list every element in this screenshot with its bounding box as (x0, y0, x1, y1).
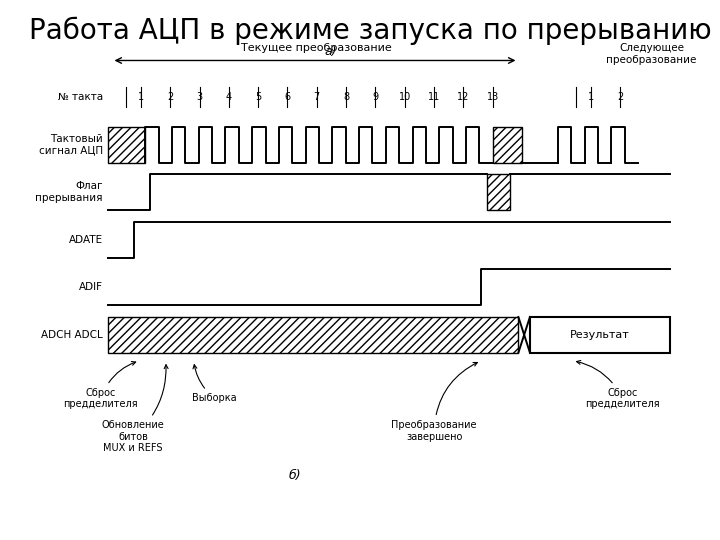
Text: № такта: № такта (58, 92, 103, 102)
Text: Тактовый
сигнал АЦП: Тактовый сигнал АЦП (39, 134, 103, 156)
Text: Флаг
прерывания: Флаг прерывания (35, 181, 103, 203)
Text: 10: 10 (399, 92, 411, 102)
Text: 5: 5 (255, 92, 261, 102)
Text: Сброс
предделителя: Сброс предделителя (577, 361, 660, 409)
Text: 8: 8 (343, 92, 349, 102)
Text: б): б) (289, 469, 302, 482)
Text: Сброс
предделителя: Сброс предделителя (63, 362, 138, 409)
Text: Текущее преобразование: Текущее преобразование (241, 43, 392, 53)
Text: ADIF: ADIF (79, 282, 103, 292)
Text: Обновление
битов
MUX и REFS: Обновление битов MUX и REFS (102, 364, 168, 453)
Text: Работа АЦП в режиме запуска по прерыванию: Работа АЦП в режиме запуска по прерывани… (29, 16, 711, 45)
Text: 6: 6 (284, 92, 291, 102)
Text: Следующее
преобразование: Следующее преобразование (606, 43, 697, 65)
Text: ADATE: ADATE (69, 235, 103, 245)
Text: а): а) (325, 45, 338, 58)
Text: 9: 9 (372, 92, 379, 102)
Text: 13: 13 (487, 92, 499, 102)
Text: Выборка: Выборка (192, 364, 236, 403)
Text: 1: 1 (588, 92, 594, 102)
Text: 11: 11 (428, 92, 440, 102)
Text: 3: 3 (197, 92, 202, 102)
Text: Преобразование
завершено: Преобразование завершено (391, 362, 477, 442)
Text: 4: 4 (226, 92, 232, 102)
Text: 12: 12 (457, 92, 469, 102)
Text: 2: 2 (167, 92, 174, 102)
Text: 1: 1 (138, 92, 144, 102)
Bar (530, 317, 670, 353)
Bar (492, 127, 522, 163)
Text: 2: 2 (617, 92, 624, 102)
Bar (108, 127, 145, 163)
Bar (108, 317, 518, 353)
Text: Результат: Результат (570, 330, 629, 340)
Bar (487, 174, 510, 210)
Text: ADCH ADCL: ADCH ADCL (41, 330, 103, 340)
Text: 7: 7 (314, 92, 320, 102)
